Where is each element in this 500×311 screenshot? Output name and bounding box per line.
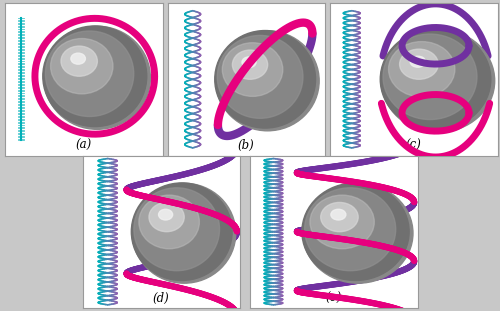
Ellipse shape	[61, 46, 98, 76]
Ellipse shape	[410, 56, 426, 67]
Ellipse shape	[383, 34, 477, 119]
Ellipse shape	[50, 39, 113, 94]
Ellipse shape	[331, 209, 346, 220]
Ellipse shape	[132, 183, 236, 283]
Ellipse shape	[149, 202, 184, 232]
Text: (c): (c)	[406, 139, 421, 152]
Ellipse shape	[320, 202, 358, 232]
Text: (a): (a)	[76, 139, 92, 152]
Ellipse shape	[218, 35, 303, 118]
Ellipse shape	[380, 29, 491, 130]
Ellipse shape	[388, 42, 455, 97]
Ellipse shape	[132, 183, 232, 281]
Ellipse shape	[310, 195, 374, 249]
Ellipse shape	[302, 183, 409, 281]
Ellipse shape	[134, 188, 220, 271]
Ellipse shape	[44, 26, 150, 129]
Ellipse shape	[46, 31, 134, 117]
Ellipse shape	[214, 30, 316, 128]
Ellipse shape	[382, 29, 494, 132]
Ellipse shape	[43, 26, 147, 127]
Ellipse shape	[139, 195, 200, 249]
Text: (b): (b)	[238, 139, 254, 152]
Ellipse shape	[158, 209, 172, 220]
Ellipse shape	[400, 49, 438, 79]
Ellipse shape	[303, 183, 413, 283]
Ellipse shape	[216, 31, 319, 131]
Ellipse shape	[232, 50, 268, 79]
Ellipse shape	[242, 57, 256, 67]
Ellipse shape	[71, 53, 86, 64]
Text: (e): (e)	[326, 292, 342, 305]
Ellipse shape	[222, 43, 283, 96]
Ellipse shape	[304, 188, 396, 271]
Text: (d): (d)	[153, 292, 170, 305]
